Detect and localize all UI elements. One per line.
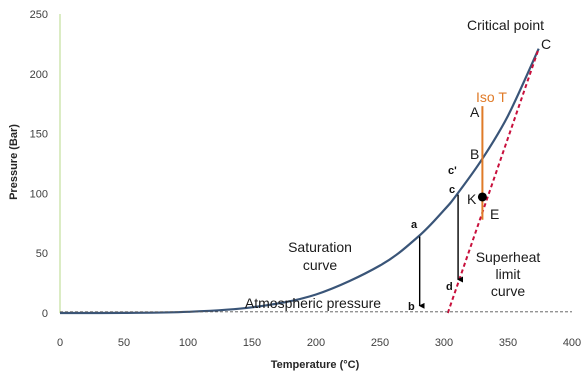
annotations: Critical point C Iso T A B K E c' c a b … (245, 17, 551, 313)
y-ticks: 0 50 100 150 200 250 (30, 9, 48, 320)
y-tick-label-1: 50 (36, 248, 48, 260)
point-e-label: E (490, 206, 499, 222)
x-tick-label-7: 350 (499, 337, 517, 349)
point-b-label: B (470, 146, 479, 162)
point-b-small-label: b (408, 301, 415, 313)
y-axis-title: Pressure (Bar) (8, 124, 20, 200)
point-c-small-label: c (449, 184, 455, 196)
point-a-label: A (470, 104, 480, 120)
x-axis-title: Temperature (°C) (271, 359, 360, 371)
saturation-label-line1: Saturation (288, 239, 352, 255)
superheat-label-line3: curve (491, 283, 525, 299)
x-ticks: 0 50 100 150 200 250 300 350 400 (57, 337, 581, 349)
y-tick-label-5: 250 (30, 9, 48, 21)
point-k-label: K (467, 191, 477, 207)
y-tick-label-0: 0 (42, 308, 48, 320)
point-d-small-label: d (446, 281, 453, 293)
iso-t-label: Iso T (476, 89, 507, 105)
superheat-label-line2: limit (496, 266, 521, 282)
x-tick-label-6: 300 (435, 337, 453, 349)
series-saturation-curve (59, 48, 540, 315)
x-tick-label-2: 100 (179, 337, 197, 349)
x-tick-label-5: 250 (371, 337, 389, 349)
saturation-label-line2: curve (303, 257, 337, 273)
superheat-label-line1: Superheat (476, 249, 541, 265)
x-tick-label-1: 50 (118, 337, 130, 349)
point-a-small-label: a (411, 219, 418, 231)
point-c-label: C (541, 36, 551, 52)
atmospheric-pressure-label: Atmospheric pressure (245, 295, 381, 311)
y-tick-label-4: 200 (30, 69, 48, 81)
x-tick-label-3: 150 (243, 337, 261, 349)
x-tick-label-4: 200 (307, 337, 325, 349)
x-tick-label-0: 0 (57, 337, 63, 349)
marker-k (477, 192, 487, 202)
x-tick-label-8: 400 (563, 337, 581, 349)
series-superheat-limit-curve (446, 48, 540, 314)
critical-point-label: Critical point (467, 17, 544, 33)
arrow-layer (418, 194, 464, 309)
point-c-prime-label: c' (448, 165, 457, 177)
y-tick-label-2: 100 (30, 188, 48, 200)
marker-layer (477, 192, 487, 202)
y-tick-label-3: 150 (30, 129, 48, 141)
